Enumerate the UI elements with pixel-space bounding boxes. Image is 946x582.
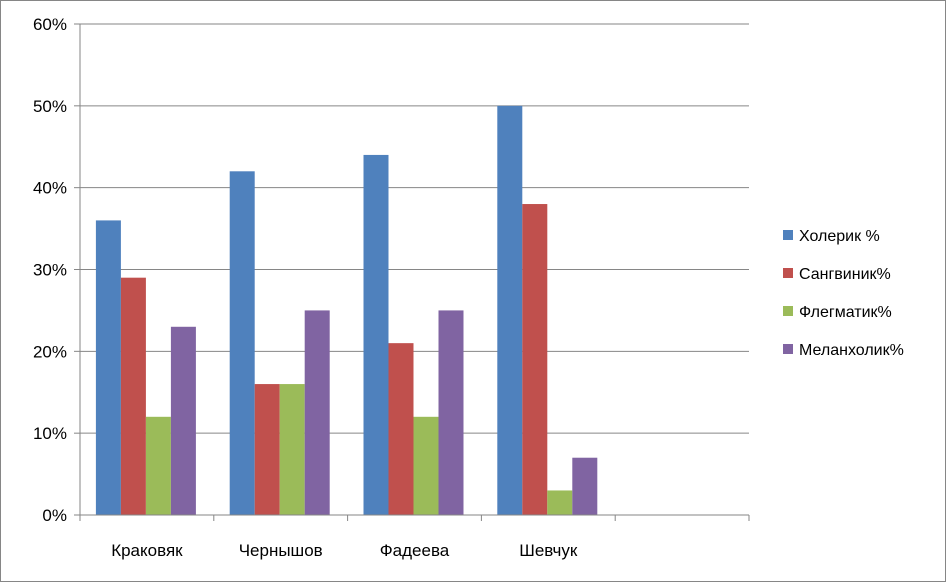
y-tick-label: 60% — [33, 15, 67, 34]
y-tick-label: 30% — [33, 261, 67, 280]
bar — [304, 310, 330, 515]
legend-swatch — [783, 230, 793, 240]
y-tick-label: 10% — [33, 424, 67, 443]
x-category-labels: Краковяк Чернышов Фадеева Шевчук — [111, 541, 578, 560]
x-category-label: Шевчук — [519, 541, 578, 560]
legend-label: Сангвиник% — [799, 266, 891, 283]
bar — [120, 277, 146, 515]
bar — [438, 310, 464, 515]
bar — [279, 384, 305, 515]
legend-label: Холерик % — [799, 228, 880, 245]
y-tick-label: 0% — [42, 506, 67, 525]
bar — [497, 105, 523, 515]
y-tick-labels: 0% 10% 20% 30% 40% 50% 60% — [33, 15, 67, 525]
bar — [254, 384, 280, 515]
legend-label: Флегматик% — [799, 304, 892, 321]
legend: Холерик % Сангвиник% Флегматик% Меланхолик% — [783, 228, 904, 359]
bar — [413, 416, 439, 515]
bar — [572, 457, 598, 515]
bar — [388, 343, 414, 515]
y-tick-label: 50% — [33, 97, 67, 116]
bar — [170, 326, 196, 515]
bars — [95, 105, 598, 516]
bar — [522, 204, 548, 516]
bar — [229, 171, 255, 516]
bar — [547, 490, 573, 515]
y-tick-label: 40% — [33, 179, 67, 198]
x-category-label: Краковяк — [111, 541, 183, 560]
legend-swatch — [783, 344, 793, 354]
bar — [363, 154, 389, 515]
x-category-label: Чернышов — [239, 541, 323, 560]
bar — [145, 416, 171, 515]
legend-swatch — [783, 306, 793, 316]
axes — [74, 23, 750, 521]
y-tick-label: 20% — [33, 342, 67, 361]
legend-label: Меланхолик% — [799, 342, 904, 359]
legend-swatch — [783, 268, 793, 278]
bar — [95, 220, 121, 515]
x-category-label: Фадеева — [380, 541, 450, 560]
